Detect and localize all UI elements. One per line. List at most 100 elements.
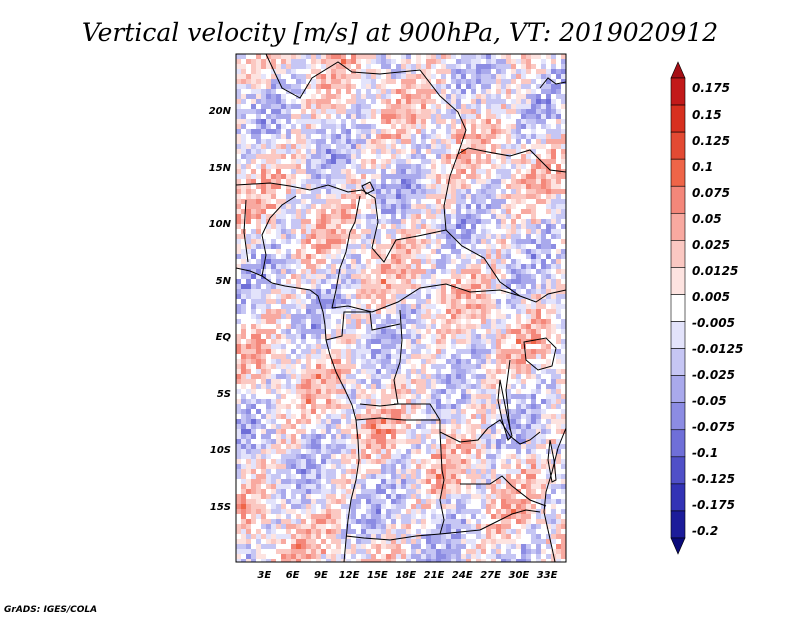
field-cell bbox=[316, 149, 321, 154]
field-cell bbox=[286, 199, 291, 204]
field-cell bbox=[451, 224, 456, 229]
field-cell bbox=[546, 319, 551, 324]
field-cell bbox=[326, 234, 331, 239]
field-cell bbox=[486, 79, 491, 84]
field-cell bbox=[541, 249, 546, 254]
field-cell bbox=[556, 214, 561, 219]
field-cell bbox=[411, 329, 416, 334]
field-cell bbox=[311, 389, 316, 394]
field-cell bbox=[361, 449, 366, 454]
field-cell bbox=[391, 299, 396, 304]
field-cell bbox=[411, 364, 416, 369]
field-cell bbox=[311, 409, 316, 414]
field-cell bbox=[411, 144, 416, 149]
field-cell bbox=[491, 149, 496, 154]
field-cell bbox=[461, 294, 466, 299]
field-cell bbox=[316, 324, 321, 329]
field-cell bbox=[481, 219, 486, 224]
field-cell bbox=[281, 204, 286, 209]
field-cell bbox=[271, 334, 276, 339]
field-cell bbox=[316, 104, 321, 109]
field-cell bbox=[371, 339, 376, 344]
field-cell bbox=[501, 319, 506, 324]
field-cell bbox=[476, 494, 481, 499]
field-cell bbox=[331, 69, 336, 74]
field-cell bbox=[291, 424, 296, 429]
field-cell bbox=[431, 119, 436, 124]
field-cell bbox=[316, 164, 321, 169]
field-cell bbox=[341, 159, 346, 164]
field-cell bbox=[236, 389, 241, 394]
field-cell bbox=[561, 419, 566, 424]
field-cell bbox=[551, 404, 556, 409]
field-cell bbox=[501, 109, 506, 114]
field-cell bbox=[246, 509, 251, 514]
field-cell bbox=[381, 59, 386, 64]
field-cell bbox=[521, 249, 526, 254]
field-cell bbox=[316, 169, 321, 174]
field-cell bbox=[361, 294, 366, 299]
field-cell bbox=[266, 279, 271, 284]
field-cell bbox=[261, 154, 266, 159]
field-cell bbox=[371, 429, 376, 434]
field-cell bbox=[301, 479, 306, 484]
field-cell bbox=[281, 289, 286, 294]
field-cell bbox=[341, 404, 346, 409]
field-cell bbox=[261, 309, 266, 314]
field-cell bbox=[506, 134, 511, 139]
field-cell bbox=[291, 319, 296, 324]
field-cell bbox=[546, 244, 551, 249]
field-cell bbox=[491, 504, 496, 509]
field-cell bbox=[401, 334, 406, 339]
field-cell bbox=[406, 244, 411, 249]
field-cell bbox=[336, 389, 341, 394]
field-cell bbox=[351, 449, 356, 454]
field-cell bbox=[386, 329, 391, 334]
field-cell bbox=[441, 414, 446, 419]
field-cell bbox=[331, 94, 336, 99]
field-cell bbox=[476, 324, 481, 329]
field-cell bbox=[261, 89, 266, 94]
field-cell bbox=[401, 244, 406, 249]
field-cell bbox=[311, 109, 316, 114]
field-cell bbox=[536, 404, 541, 409]
field-cell bbox=[311, 224, 316, 229]
field-cell bbox=[246, 449, 251, 454]
field-cell bbox=[531, 424, 536, 429]
field-cell bbox=[261, 424, 266, 429]
field-cell bbox=[256, 529, 261, 534]
field-cell bbox=[296, 529, 301, 534]
field-cell bbox=[386, 194, 391, 199]
field-cell bbox=[321, 514, 326, 519]
field-cell bbox=[266, 194, 271, 199]
field-cell bbox=[236, 429, 241, 434]
field-cell bbox=[331, 214, 336, 219]
field-cell bbox=[261, 314, 266, 319]
field-cell bbox=[341, 429, 346, 434]
field-cell bbox=[506, 169, 511, 174]
field-cell bbox=[356, 264, 361, 269]
field-cell bbox=[486, 299, 491, 304]
field-cell bbox=[451, 269, 456, 274]
field-cell bbox=[301, 374, 306, 379]
field-cell bbox=[381, 84, 386, 89]
field-cell bbox=[441, 154, 446, 159]
field-cell bbox=[411, 239, 416, 244]
field-cell bbox=[281, 254, 286, 259]
field-cell bbox=[541, 489, 546, 494]
field-cell bbox=[331, 129, 336, 134]
field-cell bbox=[396, 419, 401, 424]
field-cell bbox=[536, 434, 541, 439]
field-cell bbox=[286, 414, 291, 419]
field-cell bbox=[276, 114, 281, 119]
field-cell bbox=[361, 429, 366, 434]
field-cell bbox=[391, 304, 396, 309]
field-cell bbox=[466, 404, 471, 409]
field-cell bbox=[466, 119, 471, 124]
field-cell bbox=[521, 404, 526, 409]
field-cell bbox=[251, 289, 256, 294]
field-cell bbox=[401, 389, 406, 394]
field-cell bbox=[441, 434, 446, 439]
field-cell bbox=[396, 134, 401, 139]
field-cell bbox=[296, 499, 301, 504]
